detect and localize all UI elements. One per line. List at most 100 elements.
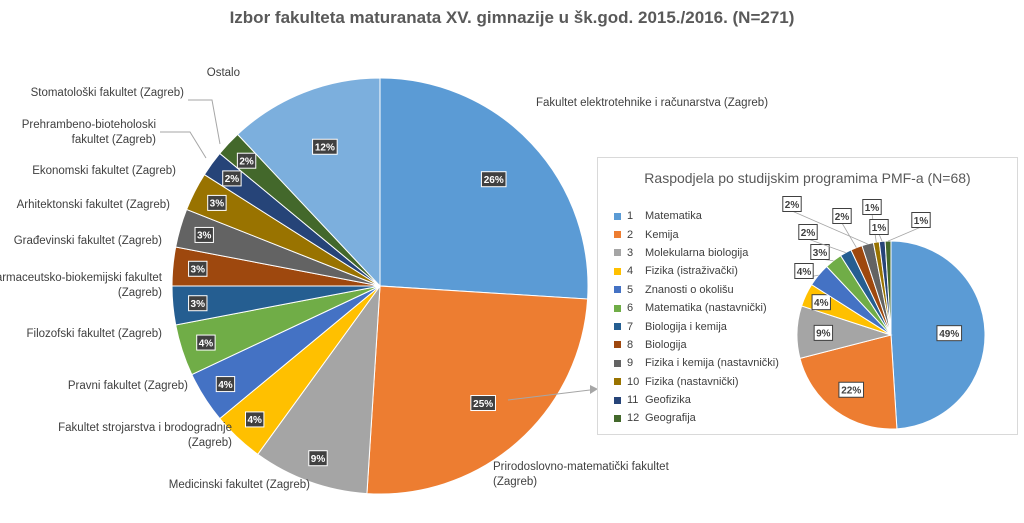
inset-slice-value-label: 2% (798, 224, 818, 240)
legend-swatch (614, 249, 621, 257)
inset-slice-value-label: 3% (810, 244, 830, 260)
legend-label: Fizika i kemija (nastavnički) (645, 357, 779, 370)
legend-label: Matematika (nastavnički) (645, 302, 767, 315)
main-slice-value-label: 12% (312, 138, 338, 155)
leader-line (188, 99, 221, 145)
svg-text:2%: 2% (239, 157, 254, 168)
main-slice-value-label: 2% (236, 152, 257, 169)
legend-item: 5 Znanosti o okolišu (614, 281, 779, 299)
legend-item: 7 Biologija i kemija (614, 317, 779, 335)
inset-legend: 1 Matematika 2 Kemija 3 Molekularna biologija… (614, 207, 779, 428)
leader-line (807, 238, 846, 254)
legend-item: 8 Biologija (614, 336, 779, 354)
leader-line (791, 210, 868, 245)
leader-line (841, 222, 857, 248)
connector-line (507, 389, 591, 401)
svg-text:9%: 9% (311, 454, 326, 465)
legend-item: 1 Matematika (614, 207, 779, 225)
inset-chart-panel: Raspodjela po studijskim programima PMF-… (597, 157, 1018, 435)
legend-swatch (614, 359, 621, 367)
legend-item: 9 Fizika i kemija (nastavnički) (614, 354, 779, 372)
svg-text:4%: 4% (814, 298, 829, 309)
main-slice-category-label: Ostalo (206, 67, 240, 79)
svg-text:12%: 12% (315, 143, 335, 154)
main-slice-category-label: Prehrambeno-bioteholoski fakultet (Zagre… (21, 119, 156, 146)
svg-text:1%: 1% (914, 216, 929, 227)
main-slice-category-label: Ekonomski fakultet (Zagreb) (32, 165, 176, 177)
legend-label: Biologija (645, 338, 687, 351)
leader-line (160, 131, 207, 159)
main-slice-category-label: Prirodoslovno-matematički fakultet (Zagr… (493, 461, 669, 488)
main-slice-category-label: Medicinski fakultet (Zagreb) (168, 479, 310, 491)
inset-slice-value-label: 1% (911, 212, 931, 228)
inset-slice-value-label: 22% (838, 381, 865, 398)
legend-label: Znanosti o okolišu (645, 283, 734, 296)
main-pie-slice (366, 285, 589, 495)
connector-arrowhead (590, 385, 598, 394)
inset-pie-chart: 49%22%9%4%4%3%2%2%2% 1%1%1% (782, 196, 986, 430)
svg-text:2%: 2% (225, 174, 240, 185)
inset-slice-value-label: 2% (782, 196, 802, 212)
main-slice-category-label: Filozofski fakultet (Zagreb) (26, 328, 163, 340)
legend-label: Molekularna biologija (645, 246, 749, 259)
legend-number: 8 (627, 338, 634, 351)
legend-number: 9 (627, 357, 634, 370)
legend-number: 7 (627, 320, 634, 333)
legend-label: Fizika (nastavnički) (645, 375, 739, 388)
legend-label: Fizika (istraživački) (645, 265, 738, 278)
svg-text:4%: 4% (797, 267, 812, 278)
main-slice-value-label: 9% (308, 450, 328, 467)
inset-slice-value-label: 4% (794, 263, 814, 279)
inset-slice-value-label: 1% (869, 219, 889, 235)
svg-text:2%: 2% (785, 200, 800, 211)
main-slice-value-label: 3% (188, 295, 208, 312)
main-slice-value-label: 25% (470, 395, 496, 412)
svg-text:1%: 1% (872, 223, 887, 234)
main-slice-category-label: Fakultet strojarstva i brodogradnje (Zag… (58, 422, 232, 449)
main-slice-category-label: Pravni fakultet (Zagreb) (67, 380, 188, 392)
legend-swatch (614, 286, 621, 294)
inset-slice-value-label: 9% (813, 324, 834, 341)
svg-text:3%: 3% (210, 199, 225, 210)
main-slice-category-label: Arhitektonski fakultet (Zagreb) (16, 199, 170, 211)
legend-number: 12 (627, 412, 640, 425)
main-slice-value-label: 4% (196, 334, 216, 351)
svg-text:25%: 25% (473, 399, 493, 410)
legend-item: 3 Molekularna biologija (614, 244, 779, 262)
legend-item: 4 Fizika (istraživački) (614, 262, 779, 280)
legend-swatch (614, 304, 621, 312)
main-slice-category-label: Farmaceutsko-biokemijski fakultet (Zagre… (0, 272, 162, 299)
main-slice-value-label: 3% (207, 194, 227, 211)
svg-text:3%: 3% (813, 248, 828, 259)
legend-item: 2 Kemija (614, 225, 779, 243)
svg-text:49%: 49% (939, 329, 959, 340)
main-chart-title: Izbor fakulteta maturanata XV. gimnazije… (229, 8, 795, 27)
main-slice-value-label: 26% (480, 171, 507, 188)
legend-label: Kemija (645, 228, 679, 241)
legend-item: 11 Geofizika (614, 391, 779, 409)
svg-text:1%: 1% (865, 203, 880, 214)
legend-number: 5 (627, 283, 634, 296)
legend-swatch (614, 231, 621, 239)
legend-number: 6 (627, 302, 634, 315)
inset-slice-value-label: 2% (832, 208, 852, 224)
legend-item: 12 Geografija (614, 409, 779, 427)
main-slice-value-label: 3% (194, 226, 214, 243)
main-slice-category-label: Stomatološki fakultet (Zagreb) (30, 87, 184, 99)
legend-item: 6 Matematika (nastavnički) (614, 299, 779, 317)
svg-text:2%: 2% (835, 212, 850, 223)
legend-number: 3 (627, 246, 634, 259)
svg-text:4%: 4% (199, 338, 214, 349)
legend-number: 2 (627, 228, 634, 241)
svg-text:3%: 3% (197, 231, 212, 242)
main-slice-category-label: Fakultet elektrotehnike i računarstva (Z… (536, 97, 769, 109)
inset-slice-value-label: 49% (936, 325, 963, 342)
main-slice-category-label: Građevinski fakultet (Zagreb) (13, 235, 162, 247)
svg-text:3%: 3% (191, 299, 206, 310)
svg-text:4%: 4% (218, 380, 233, 391)
legend-number: 10 (627, 375, 640, 388)
main-slice-value-label: 4% (215, 376, 236, 393)
legend-label: Geofizika (645, 394, 691, 407)
svg-text:9%: 9% (816, 329, 831, 340)
